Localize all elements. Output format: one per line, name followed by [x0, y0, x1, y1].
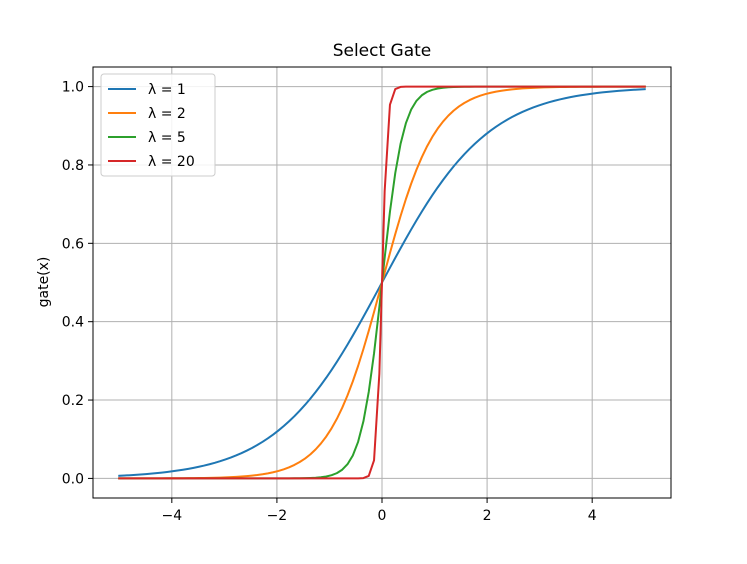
y-axis-label: gate(x) [36, 257, 52, 308]
series-lines [118, 85, 646, 480]
legend-label: λ = 5 [148, 130, 186, 146]
legend-label: λ = 2 [148, 106, 186, 122]
x-tick-label: 4 [588, 508, 597, 524]
x-tick-label: −2 [267, 508, 288, 524]
legend-box [100, 73, 216, 177]
legend-label: λ = 1 [148, 82, 186, 98]
x-tick-label: 0 [378, 508, 387, 524]
chart-title: Select Gate [333, 41, 432, 61]
y-tick-label: 0.4 [62, 315, 84, 331]
x-tick-label: −4 [161, 508, 182, 524]
ticks: −4 −2 0 2 4 0.0 0.2 0.4 0.6 0.8 1.0 [62, 80, 597, 524]
y-tick-label: 0.0 [62, 471, 84, 487]
y-tick-label: 1.0 [62, 80, 84, 96]
legend: λ = 1 λ = 2 λ = 5 λ = 20 [100, 73, 216, 177]
y-tick-label: 0.6 [62, 236, 84, 252]
y-tick-label: 0.2 [62, 393, 84, 409]
series-line-3 [118, 85, 646, 480]
y-tick-label: 0.8 [62, 158, 84, 174]
legend-label: λ = 20 [148, 154, 195, 170]
x-tick-label: 2 [483, 508, 492, 524]
